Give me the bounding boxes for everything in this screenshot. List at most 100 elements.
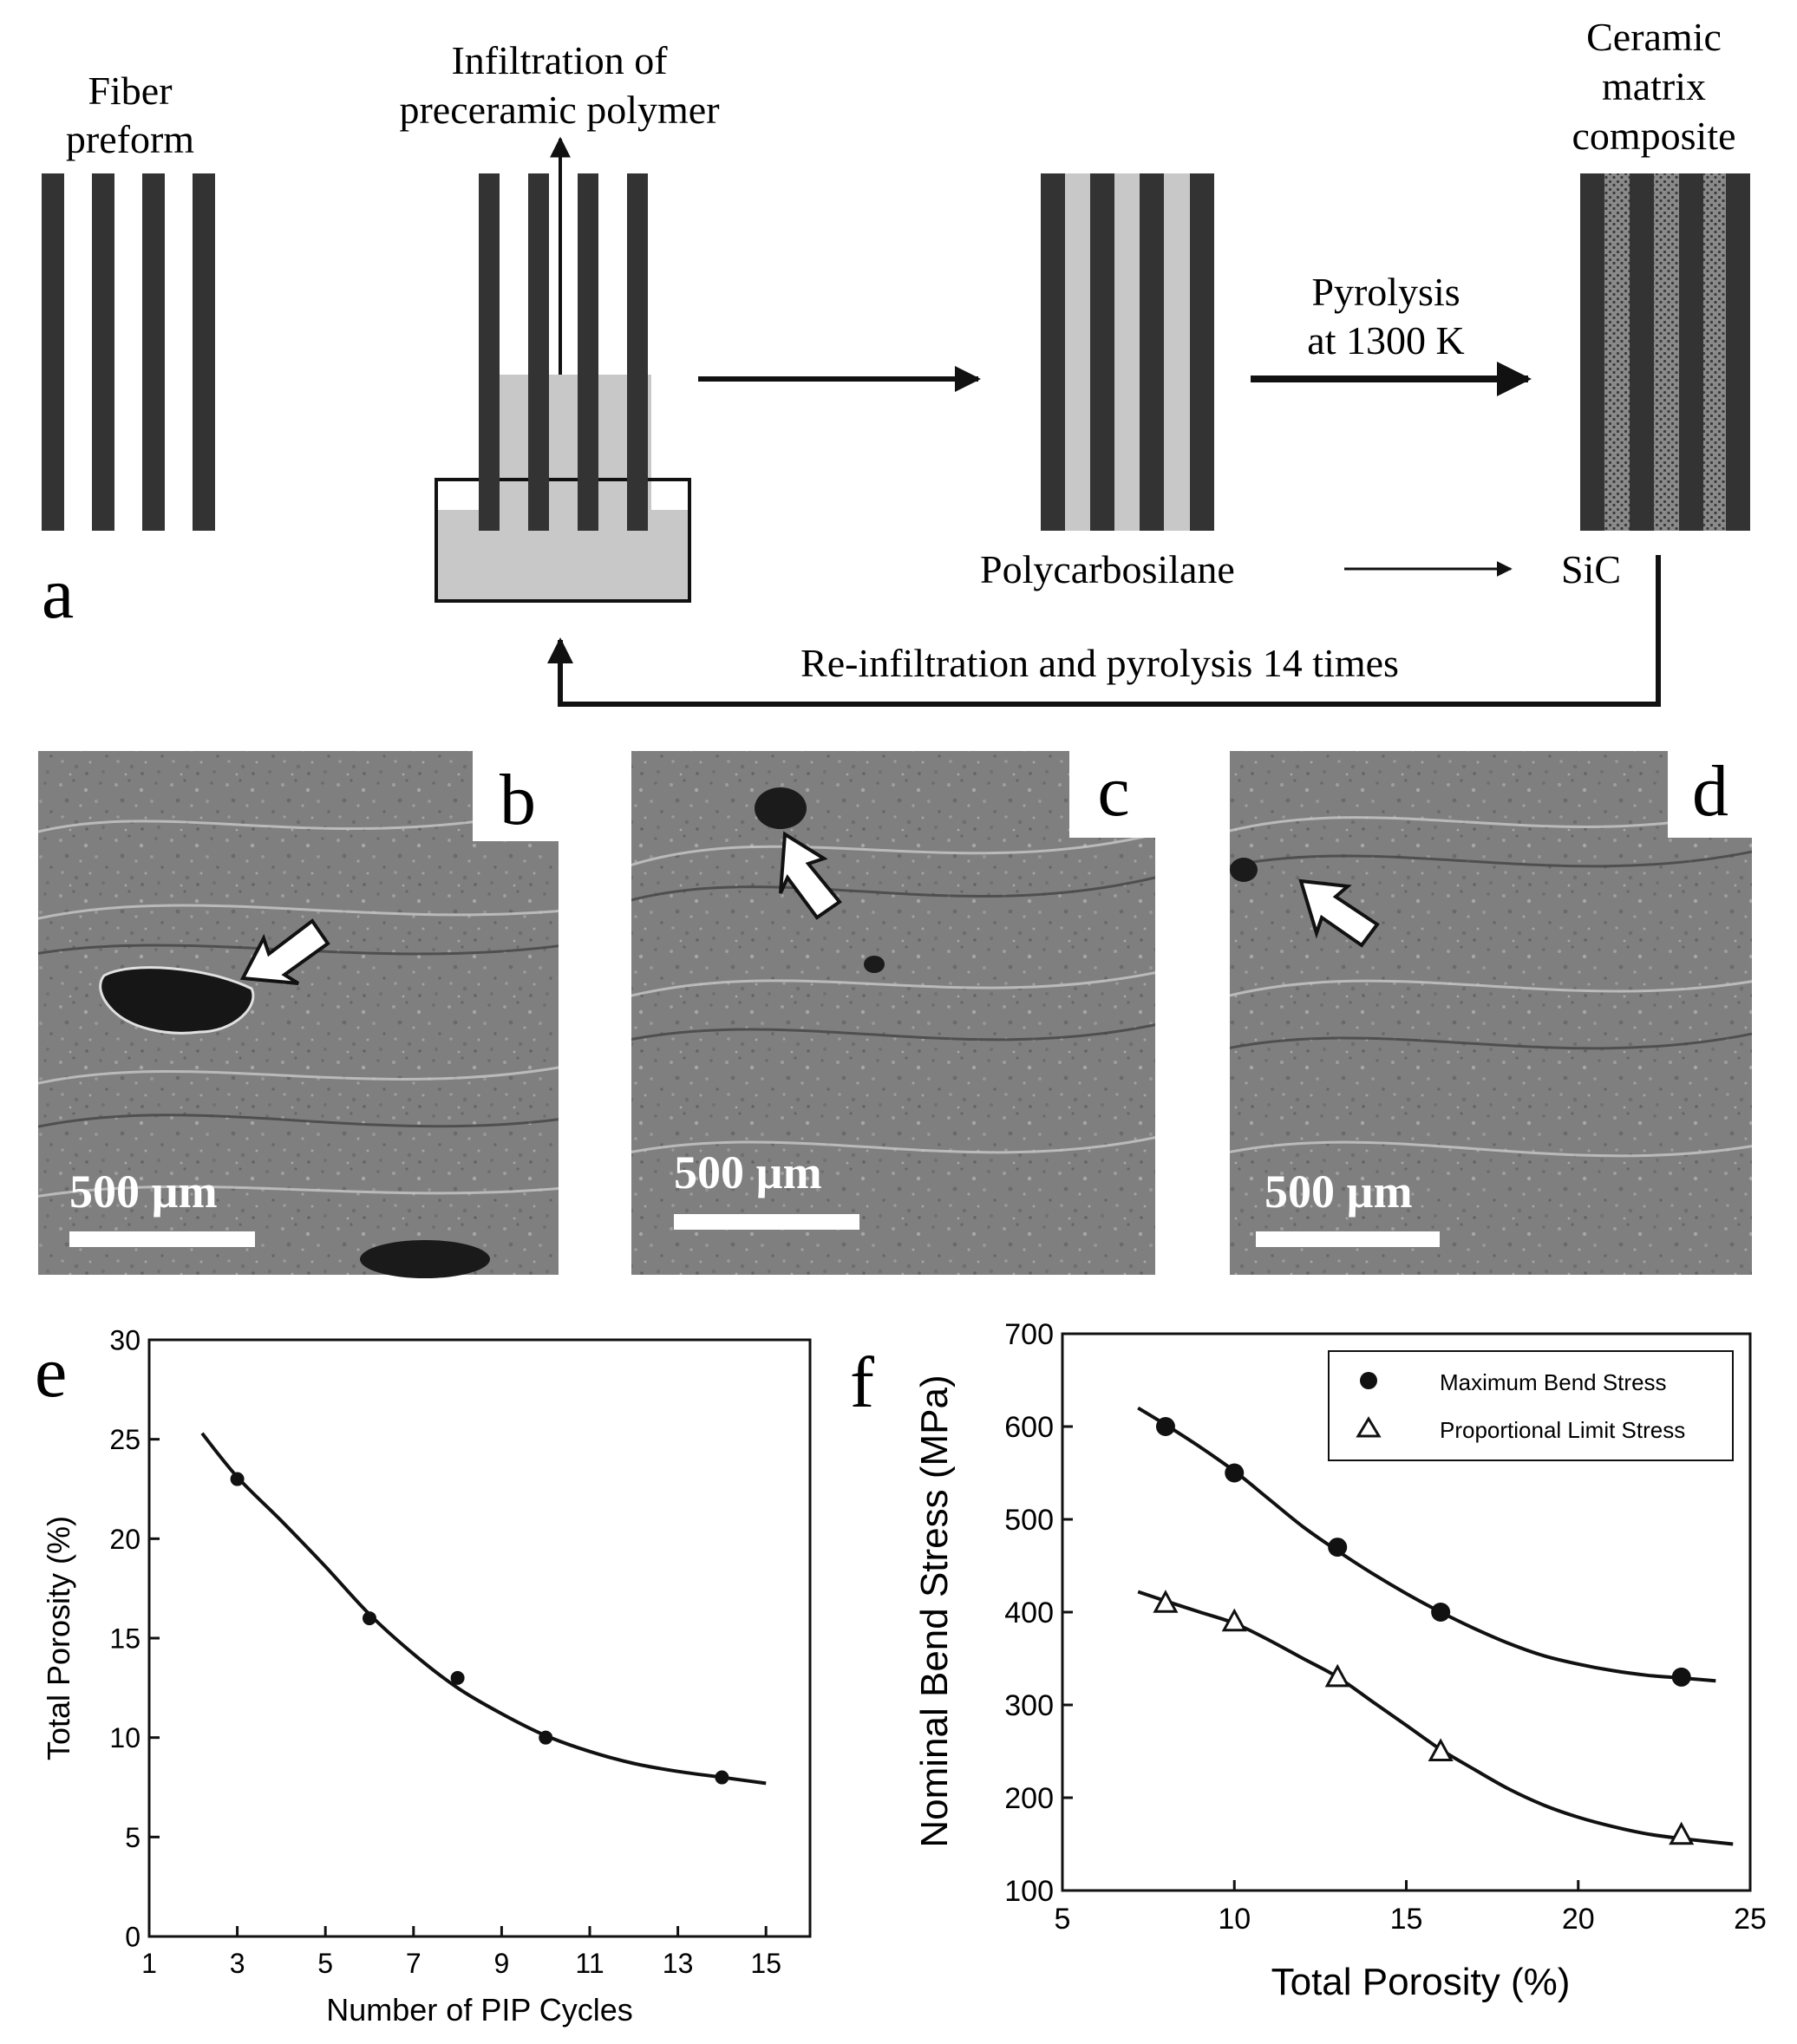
pore-d (1230, 858, 1258, 882)
legend-marker-prop-limit (1356, 1416, 1382, 1438)
chart-f-legend: Maximum Bend Stress Proportional Limit S… (1328, 1350, 1734, 1461)
pore-arrow-b (239, 918, 330, 985)
chart-f-ylabel: Nominal Bend Stress (MPa) (913, 1375, 956, 1847)
chart-e-points (230, 1472, 729, 1785)
chart-e-fit-curve (200, 1432, 767, 1786)
cmc-label-line3: composite (1572, 114, 1735, 158)
x-tick-label: 3 (230, 1948, 245, 1979)
reinfiltration-loop-arrow (547, 555, 1661, 707)
data-point (715, 1770, 729, 1785)
x-tick-label: 25 (1734, 1903, 1767, 1936)
x-tick-label: 1 (141, 1948, 157, 1979)
x-tick-label: 9 (494, 1948, 510, 1979)
max-bend-point (1328, 1538, 1348, 1557)
pyrolysis-label-line2: at 1300 K (1307, 318, 1464, 362)
polymer-infiltrated-preform (1041, 173, 1214, 531)
polymer-name: Polycarbosilane (980, 547, 1235, 591)
y-tick-label: 700 (1004, 1318, 1054, 1351)
panel-letter-e: e (35, 1332, 67, 1413)
pore-arrow-d (1298, 878, 1380, 948)
fiber-preform-label-line2: preform (66, 117, 194, 161)
schematic-panel-a: a Fiber preform Infiltration of preceram… (42, 15, 1750, 707)
scale-bar-label-c: 500 µm (674, 1146, 822, 1198)
y-tick-label: 200 (1004, 1782, 1054, 1815)
prop-limit-point (1221, 1608, 1247, 1632)
prop-limit-point (1324, 1663, 1350, 1688)
infiltration-label-line1: Infiltration of (451, 38, 668, 82)
chart-e-x-ticks: 1 3 5 7 9 11 13 15 (141, 1926, 781, 1979)
x-tick-label: 15 (1390, 1903, 1423, 1936)
legend-marker-max-bend (1360, 1372, 1377, 1389)
scale-bar-label-b: 500 µm (69, 1166, 218, 1218)
chart-f-xlabel: Total Porosity (%) (1271, 1961, 1571, 2003)
panel-letter-f: f (850, 1342, 874, 1423)
prop-limit-point (1153, 1590, 1179, 1613)
scale-bar-c (674, 1214, 859, 1230)
y-tick-label: 20 (109, 1524, 140, 1555)
infiltration-bath (435, 136, 691, 603)
ceramic-matrix-composite (1580, 173, 1750, 531)
scale-bar-d (1256, 1231, 1440, 1247)
y-tick-label: 500 (1004, 1504, 1054, 1537)
y-tick-label: 10 (109, 1722, 140, 1753)
micrograph-b: b 500 µm (38, 751, 559, 1278)
data-point (450, 1670, 465, 1685)
x-tick-label: 5 (317, 1948, 333, 1979)
infiltration-label-line2: preceramic polymer (399, 88, 719, 132)
legend-label-max-bend: Maximum Bend Stress (1440, 1369, 1667, 1395)
x-tick-label: 5 (1055, 1903, 1071, 1936)
y-tick-label: 600 (1004, 1411, 1054, 1444)
x-tick-label: 7 (406, 1948, 421, 1979)
pore-b (99, 966, 255, 1035)
chart-e-ylabel: Total Porosity (%) (41, 1516, 76, 1760)
pyrolysis-label: Pyrolysis at 1300 K (1307, 270, 1464, 362)
x-tick-label: 10 (1218, 1903, 1251, 1936)
pyrolysis-label-line1: Pyrolysis (1311, 270, 1460, 314)
x-tick-label: 15 (750, 1948, 781, 1979)
prop-limit-point (1428, 1738, 1454, 1761)
chart-f-x-ticks: 5 10 15 20 25 (1055, 1880, 1767, 1936)
max-bend-point (1431, 1603, 1451, 1622)
y-tick-label: 15 (109, 1623, 140, 1655)
x-tick-label: 11 (575, 1948, 604, 1979)
chart-e-plot-area (147, 1338, 812, 1938)
micrograph-c: c 500 µm (631, 751, 1155, 1275)
x-tick-label: 13 (663, 1948, 694, 1979)
chart-f-points (1153, 1417, 1695, 1845)
panel-letter-a: a (42, 553, 74, 634)
y-tick-label: 25 (109, 1424, 140, 1455)
data-point (363, 1611, 376, 1626)
max-bend-point (1225, 1463, 1245, 1483)
y-tick-label: 300 (1004, 1689, 1054, 1722)
y-tick-label: 30 (109, 1325, 140, 1356)
chart-f-y-ticks: 100 200 300 400 500 600 700 (1004, 1318, 1073, 1908)
pore-c (755, 787, 807, 829)
panel-letter-b: b (500, 760, 536, 840)
panel-letter-d: d (1692, 751, 1728, 832)
chart-e-xlabel: Number of PIP Cycles (326, 1992, 632, 2028)
max-bend-point (1155, 1417, 1175, 1436)
max-bend-point (1671, 1667, 1691, 1687)
fiber-preform-label: Fiber preform (66, 69, 194, 161)
prop-limit-point (1669, 1821, 1695, 1845)
data-point (230, 1472, 245, 1486)
infiltration-label: Infiltration of preceramic polymer (399, 38, 719, 132)
y-tick-label: 5 (125, 1822, 140, 1853)
fiber-preform (42, 173, 215, 531)
ceramic-name: SiC (1561, 547, 1621, 591)
cmc-label-line2: matrix (1602, 64, 1706, 108)
pore-arrow-c (779, 831, 842, 920)
x-tick-label: 20 (1562, 1903, 1595, 1936)
fiber-preform-label-line1: Fiber (88, 69, 172, 113)
scale-bar-b (69, 1231, 255, 1247)
cmc-label: Ceramic matrix composite (1572, 15, 1735, 158)
loop-label: Re-infiltration and pyrolysis 14 times (800, 641, 1399, 685)
chart-e-y-ticks: 0 5 10 15 20 25 30 (109, 1325, 160, 1953)
chart-f: f 5 10 15 20 25 100 200 300 400 500 600 700 Maximu… (850, 1318, 1767, 2003)
y-tick-label: 400 (1004, 1597, 1054, 1629)
cmc-label-line1: Ceramic (1586, 15, 1722, 59)
y-tick-label: 0 (125, 1922, 140, 1953)
micrograph-d: d 500 µm (1230, 751, 1752, 1275)
